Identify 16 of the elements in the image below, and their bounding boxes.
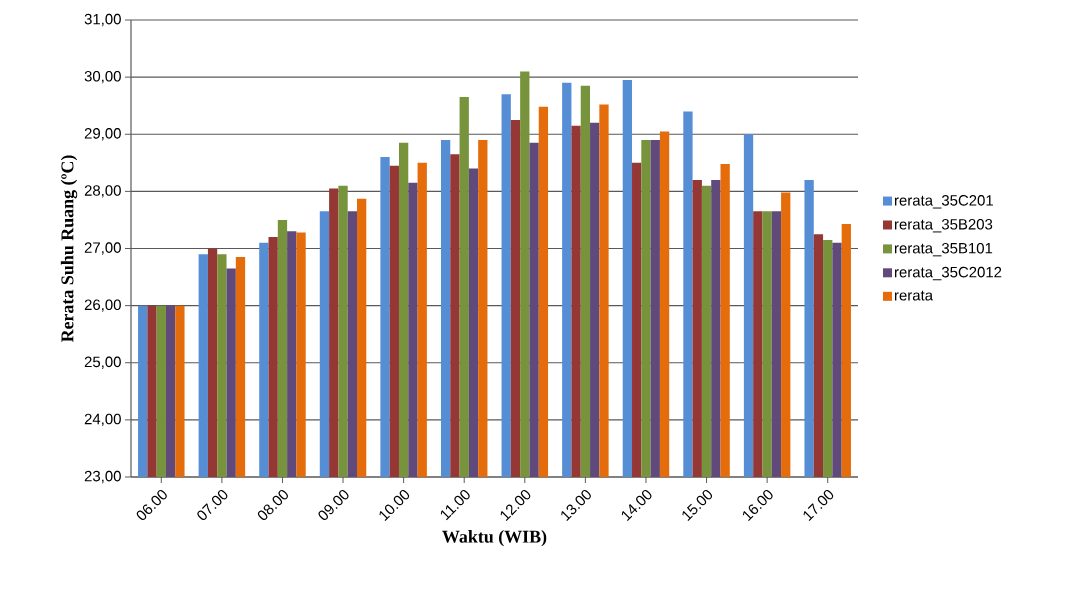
y-axis-title: Rerata Suhu Ruang (ºC) bbox=[60, 155, 78, 343]
legend-label: rerata_35B101 bbox=[894, 242, 993, 257]
legend-label: rerata_35B203 bbox=[894, 219, 993, 233]
y-tick-label: 27,00 bbox=[84, 242, 121, 255]
legend-label: rerata_35C2012 bbox=[894, 266, 1002, 281]
y-tick-label: 24,00 bbox=[84, 413, 121, 427]
y-tick-label: 23,00 bbox=[84, 470, 121, 484]
y-tick-label: 30,00 bbox=[84, 70, 121, 84]
y-tick-label: 31,00 bbox=[84, 13, 121, 27]
y-tick-label: 26,00 bbox=[84, 299, 121, 312]
y-tick-label: 29,00 bbox=[84, 128, 121, 141]
legend-label: rerata bbox=[894, 290, 934, 301]
legend-label: rerata_35C201 bbox=[894, 195, 993, 209]
y-tick-label: 25,00 bbox=[84, 356, 121, 369]
x-axis-title: Waktu (WIB) bbox=[442, 530, 547, 547]
y-tick-label: 28,00 bbox=[84, 185, 121, 198]
